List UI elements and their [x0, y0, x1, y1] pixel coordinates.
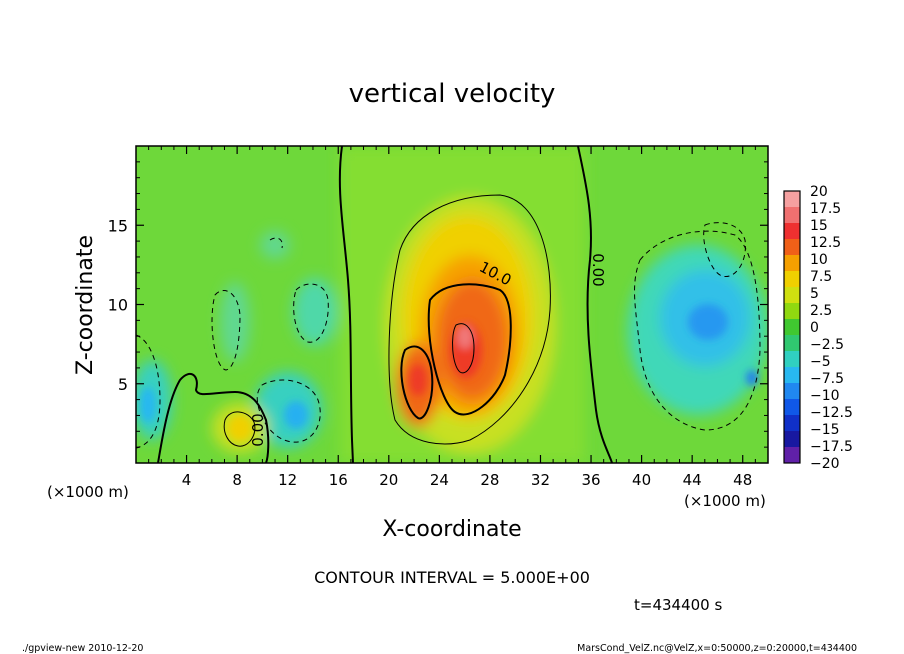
- x-unit-left: (×1000 m): [47, 483, 129, 501]
- inner-contour-core: [452, 323, 475, 374]
- zero-contour-lowleft: [157, 372, 270, 463]
- colorbar-segment: [784, 223, 800, 240]
- ten-contour-small: [400, 345, 434, 420]
- contour-label-zero-right-text: 0.00: [589, 253, 607, 286]
- colorbar-segment: [784, 351, 800, 368]
- x-axis-label: X-coordinate: [382, 517, 521, 542]
- y-axis: 5 10 15: [108, 161, 768, 448]
- time-text: t=434400 s: [634, 596, 722, 614]
- footer-left: ./gpview-new 2010-12-20: [22, 643, 143, 654]
- colorbar-label: −15: [810, 422, 840, 438]
- colorbar-segment: [784, 207, 800, 224]
- colorbar-label: 10: [810, 252, 828, 268]
- colorbar-label: 5: [810, 286, 819, 302]
- colorbar-label: −17.5: [810, 439, 853, 455]
- x-tick-label: 36: [581, 471, 600, 489]
- colorbar-label: −5: [810, 354, 831, 370]
- colorbar-segment: [784, 287, 800, 304]
- colorbar-segment: [784, 383, 800, 400]
- y-tick-label: 10: [108, 296, 128, 315]
- colorbar-label: −10: [810, 388, 840, 404]
- colorbar-label: 20: [810, 184, 828, 200]
- x-axis: 4 8 12 16 20 24 28 32 36 40 44 48: [148, 146, 756, 489]
- field-cores: [140, 304, 758, 441]
- x-tick-label: 28: [480, 471, 499, 489]
- y-axis-label: Z-coordinate: [73, 235, 98, 375]
- colorbar-label: −2.5: [810, 337, 844, 353]
- contour-label-zero-left-text: 0.00: [249, 413, 267, 446]
- colorbar-segment: [784, 303, 800, 320]
- contour-label-zero-left: 0.00: [249, 413, 267, 446]
- colorbar-segment: [784, 319, 800, 336]
- colorbar-label: 0: [810, 320, 819, 336]
- x-tick-label: 48: [733, 471, 752, 489]
- zero-contour-right: [577, 146, 613, 463]
- heatmap-field: 10.0 0.00 0.00: [136, 146, 768, 463]
- x-tick-label: 24: [430, 471, 449, 489]
- y-tick-label: 15: [108, 216, 128, 235]
- x-tick-label: 20: [379, 471, 398, 489]
- zero-contour-left: [338, 146, 354, 463]
- colorbar-label: −12.5: [810, 405, 853, 421]
- colorbar-segment: [784, 271, 800, 288]
- colorbar-label: 17.5: [810, 201, 841, 217]
- colorbar-segment: [784, 415, 800, 432]
- five-contour-small: [223, 411, 256, 447]
- colorbar-label: −7.5: [810, 371, 844, 387]
- ten-contour: [427, 283, 512, 416]
- x-tick-label: 44: [683, 471, 702, 489]
- colorbar-segment: [784, 191, 800, 208]
- colorbar-segment: [784, 447, 800, 464]
- contour-lines: [136, 146, 761, 463]
- five-contour-outer: [388, 194, 551, 445]
- chart-title: vertical velocity: [349, 79, 556, 109]
- colorbar-label: 15: [810, 218, 828, 234]
- colorbar-segment: [784, 255, 800, 272]
- x-tick-label: 12: [278, 471, 297, 489]
- colorbar-label: −20: [810, 456, 840, 472]
- y-tick-label: 5: [118, 375, 128, 394]
- colorbar-segment: [784, 399, 800, 416]
- y-axis-label-group: Z-coordinate: [73, 235, 98, 375]
- colorbar-label: 2.5: [810, 303, 832, 319]
- colorbar-segment: [784, 335, 800, 352]
- colorbar-label: 12.5: [810, 235, 841, 251]
- contour-interval-text: CONTOUR INTERVAL = 5.000E+00: [314, 568, 590, 587]
- x-tick-label: 4: [182, 471, 192, 489]
- x-tick-label: 40: [632, 471, 651, 489]
- colorbar-frame: [783, 190, 801, 464]
- x-unit-right: (×1000 m): [684, 492, 766, 510]
- x-tick-label: 32: [531, 471, 550, 489]
- x-tick-label: 16: [329, 471, 348, 489]
- colorbar-segment: [784, 367, 800, 384]
- footer-right: MarsCond_VelZ.nc@VelZ,x=0:50000,z=0:2000…: [577, 643, 857, 654]
- colorbar: 2017.51512.5107.552.50−2.5−5−7.5−10−12.5…: [783, 184, 853, 472]
- x-tick-label: 8: [232, 471, 242, 489]
- colorbar-segment: [784, 431, 800, 448]
- colorbar-label: 7.5: [810, 269, 832, 285]
- contour-label-zero-right: 0.00: [589, 253, 607, 286]
- colorbar-segment: [784, 239, 800, 256]
- negative-contours: [136, 222, 761, 449]
